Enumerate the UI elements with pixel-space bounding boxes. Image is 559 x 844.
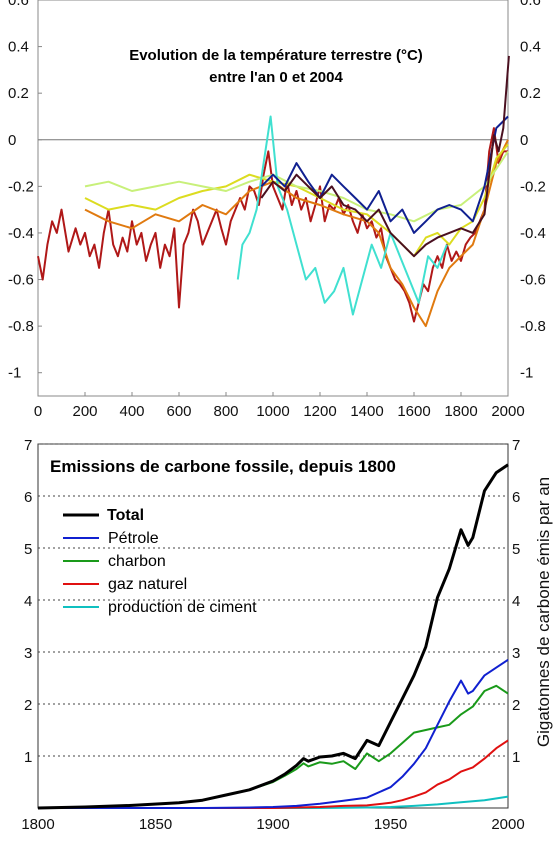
emissions-series-line-0 (37, 463, 509, 810)
y-tick-label-right: -0.4 (520, 225, 546, 242)
emissions-y-axis-label: Gigatonnes de carbone émis par an (534, 477, 553, 747)
y-tick-label-left: 1 (24, 749, 32, 766)
temperature-axis-ticks: 0.6 0.6 0.4 0.4 0.2 0.2 0 0 -0.2 -0.2 -0.4 -0.4 -0.6… (8, 0, 546, 420)
y-tick-label-left: 0.4 (8, 39, 29, 56)
y-tick-label-left: -1 (8, 365, 21, 382)
temperature-chart-title: Evolution de la température terrestre (°… (129, 47, 423, 64)
y-tick-label-right: 6 (512, 489, 520, 506)
y-tick-label-right: 2 (512, 697, 520, 714)
x-tick-label: 1400 (350, 403, 383, 420)
x-tick-label: 1600 (397, 403, 430, 420)
x-tick-label: 1900 (256, 816, 289, 833)
y-tick-label-left: -0.6 (8, 272, 34, 289)
y-tick-label-left: 0.6 (8, 0, 29, 9)
y-tick-label-right: -0.6 (520, 272, 546, 289)
y-tick-label-left: 6 (24, 489, 32, 506)
x-tick-label: 2000 (491, 816, 524, 833)
x-tick-label: 1950 (374, 816, 407, 833)
temperature-plot-frame (37, 0, 509, 397)
temperature-series-line-5 (260, 115, 509, 234)
y-tick-label-left: -0.4 (8, 225, 34, 242)
y-tick-label-right: 0 (520, 132, 528, 149)
temperature-series-line-2 (84, 143, 509, 258)
y-tick-label-right: 7 (512, 437, 520, 454)
y-tick-label-left: 7 (24, 437, 32, 454)
legend-label: charbon (108, 553, 166, 570)
temperature-series-group (37, 55, 510, 328)
emissions-axis-ticks: 1 1 2 2 3 3 4 4 5 5 6 6 7 7 1800 1850 1900 1950 2000 (21, 437, 524, 833)
x-tick-label: 2000 (491, 403, 524, 420)
y-tick-label-right: 3 (512, 645, 520, 662)
emissions-series-group (37, 463, 509, 810)
y-tick-label-right: -1 (520, 365, 533, 382)
legend-label: production de ciment (108, 599, 257, 616)
y-tick-label-right: 1 (512, 749, 520, 766)
temperature-chart-subtitle: entre l'an 0 et 2004 (209, 69, 343, 86)
temperature-series-line-0 (37, 127, 508, 323)
x-tick-label: 400 (119, 403, 144, 420)
x-tick-label: 600 (166, 403, 191, 420)
y-tick-label-right: 4 (512, 593, 520, 610)
temperature-series-line-4 (236, 115, 448, 316)
y-tick-label-right: -0.8 (520, 318, 546, 335)
y-tick-label-left: 3 (24, 645, 32, 662)
emissions-chart-title: Emissions de carbone fossile, depuis 180… (50, 457, 396, 476)
y-tick-label-right: 0.4 (520, 39, 541, 56)
emissions-legend: Total Pétrole charbon gaz naturel production… (63, 507, 257, 616)
x-tick-label: 200 (72, 403, 97, 420)
y-tick-label-left: 4 (24, 593, 32, 610)
y-tick-label-right: 5 (512, 541, 520, 558)
y-tick-label-right: -0.2 (520, 178, 546, 195)
legend-label: Pétrole (108, 530, 159, 547)
y-tick-label-left: 0 (8, 132, 16, 149)
emissions-series-line-4 (38, 795, 509, 809)
temperature-chart: 0.6 0.6 0.4 0.4 0.2 0.2 0 0 -0.2 -0.2 -0.4 -0.4 -0.6… (8, 0, 546, 420)
x-tick-label: 1000 (256, 403, 289, 420)
y-tick-label-left: 2 (24, 697, 32, 714)
emissions-series-line-1 (38, 658, 509, 809)
x-tick-label: 1200 (303, 403, 336, 420)
y-tick-label-left: -0.2 (8, 178, 34, 195)
x-tick-label: 800 (213, 403, 238, 420)
y-tick-label-right: 0.2 (520, 85, 541, 102)
x-tick-label: 0 (34, 403, 42, 420)
emissions-chart: 1 1 2 2 3 3 4 4 5 5 6 6 7 7 1800 1850 1900 1950 2000 Emiss… (21, 437, 553, 833)
x-tick-label: 1800 (444, 403, 477, 420)
legend-label: gaz naturel (108, 576, 187, 593)
legend-label: Total (107, 507, 144, 524)
y-tick-label-left: -0.8 (8, 318, 34, 335)
y-tick-label-right: 0.6 (520, 0, 541, 9)
y-tick-label-left: 0.2 (8, 85, 29, 102)
temperature-series-line-6 (260, 55, 510, 258)
x-tick-label: 1800 (21, 816, 54, 833)
emissions-plot-frame (37, 443, 509, 809)
emissions-series-line-3 (38, 739, 509, 809)
y-tick-label-left: 5 (24, 541, 32, 558)
x-tick-label: 1850 (139, 816, 172, 833)
